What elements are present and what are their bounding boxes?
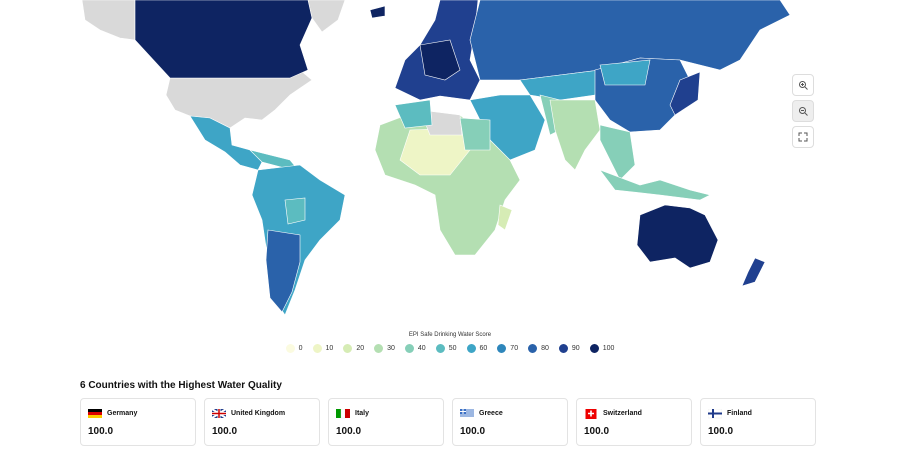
flag-icon	[585, 409, 597, 419]
country	[636, 204, 719, 269]
country	[134, 0, 313, 79]
legend-label: 70	[510, 345, 519, 352]
legend-swatch	[466, 344, 476, 353]
legend-title: EPI Safe Drinking Water Score	[408, 332, 492, 338]
legend-item: 40	[404, 344, 426, 353]
legend-swatch	[497, 344, 507, 353]
legend-label: 20	[356, 345, 365, 352]
country-score: 100.0	[460, 426, 486, 437]
legend-label: 90	[571, 345, 580, 352]
legend-swatch	[435, 344, 445, 353]
legend-item: 90	[558, 344, 580, 353]
legend-item: 50	[435, 344, 457, 353]
country	[741, 257, 766, 287]
world-map	[81, 0, 791, 316]
country-name: Germany	[107, 410, 138, 417]
country-name: Finland	[727, 410, 752, 417]
legend-item: 30	[374, 344, 395, 353]
flag-icon	[212, 409, 226, 419]
country	[165, 69, 313, 129]
country-card: Italy 100.0	[328, 398, 444, 446]
country	[307, 0, 346, 33]
country	[419, 39, 461, 81]
country	[549, 99, 601, 171]
country-card: United Kingdom 100.0	[204, 398, 320, 446]
country-name: Italy	[355, 410, 370, 417]
country	[284, 197, 306, 225]
legend-label: 80	[541, 345, 549, 352]
section-heading: 6 Countries with the Highest Water Quali…	[80, 380, 282, 391]
country	[497, 204, 513, 231]
legend-item: 20	[343, 344, 364, 353]
country	[369, 5, 386, 19]
country-card: Finland 100.0	[700, 398, 816, 446]
country-score: 100.0	[708, 426, 734, 437]
country	[394, 99, 433, 129]
fullscreen-button[interactable]	[792, 126, 814, 148]
legend-item: 80	[528, 344, 549, 353]
country	[599, 59, 651, 86]
legend-swatch	[404, 344, 414, 353]
legend-label: 0	[298, 345, 303, 352]
legend-swatch	[558, 344, 568, 353]
country-name: Greece	[479, 410, 503, 417]
zoom-out-button[interactable]	[792, 100, 814, 122]
legend-item: 10	[312, 344, 334, 353]
legend-swatch	[343, 344, 353, 353]
legend-label: 10	[325, 345, 334, 352]
legend-label: 40	[417, 345, 426, 352]
legend-swatch	[285, 344, 295, 353]
flag-icon	[336, 409, 350, 419]
country-score: 100.0	[584, 426, 610, 437]
country-card: Switzerland 100.0	[576, 398, 692, 446]
country-card: Germany 100.0	[80, 398, 196, 446]
legend-item: 70	[497, 344, 518, 353]
legend: 0 10 20 30 40 50 60 70 80 90 100	[0, 344, 900, 353]
country-score: 100.0	[212, 426, 238, 437]
legend-label: 50	[448, 345, 457, 352]
flag-icon	[708, 409, 722, 419]
legend-swatch	[528, 344, 538, 353]
legend-item: 0	[285, 344, 303, 353]
country	[81, 0, 136, 41]
country	[459, 117, 491, 151]
zoom-out-icon	[799, 107, 808, 116]
country-card: Greece 100.0	[452, 398, 568, 446]
zoom-in-button[interactable]	[792, 74, 814, 96]
country-score: 100.0	[88, 426, 114, 437]
country	[669, 71, 701, 116]
country	[265, 229, 301, 313]
country-score: 100.0	[336, 426, 362, 437]
legend-label: 100	[602, 345, 615, 352]
country-name: United Kingdom	[231, 410, 286, 417]
legend-swatch	[312, 344, 322, 353]
legend-label: 60	[479, 345, 488, 352]
country	[599, 169, 711, 201]
zoom-in-icon	[799, 81, 808, 90]
legend-swatch	[589, 344, 599, 353]
legend-label: 30	[387, 345, 395, 352]
flag-icon	[460, 409, 474, 418]
legend-item: 100	[589, 344, 615, 353]
flag-icon	[88, 409, 102, 418]
legend-item: 60	[466, 344, 488, 353]
fullscreen-icon	[798, 132, 808, 142]
country-name: Switzerland	[603, 410, 642, 417]
legend-swatch	[374, 344, 384, 353]
